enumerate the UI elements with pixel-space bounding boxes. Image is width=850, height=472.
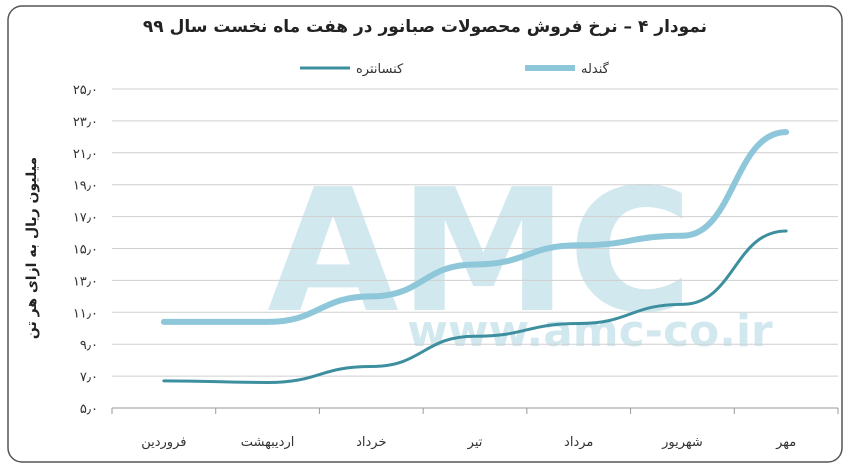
y-tick-label: ۷٫۰ <box>80 370 98 385</box>
watermark-url: www.amc-co.ir <box>407 306 773 357</box>
y-tick-label: ۱۱٫۰ <box>73 306 98 321</box>
x-tick-label: شهریور <box>661 435 703 450</box>
x-tick-label: خرداد <box>356 435 386 450</box>
y-tick-label: ۲۳٫۰ <box>73 115 98 130</box>
series-line <box>162 229 788 384</box>
y-tick-label: ۵٫۰ <box>80 402 98 417</box>
y-tick-label: ۱۳٫۰ <box>73 274 98 289</box>
y-tick-label: ۱۵٫۰ <box>73 243 98 258</box>
x-tick-label: مرداد <box>564 435 593 450</box>
legend-label: کنسانتره <box>356 62 404 77</box>
y-tick-label: ۲۵٫۰ <box>73 83 98 98</box>
series-line <box>160 129 790 325</box>
x-tick-label: فروردین <box>141 435 186 450</box>
y-tick-label: ۱۷٫۰ <box>73 211 98 226</box>
y-tick-label: ۱۹٫۰ <box>73 179 98 194</box>
x-tick-label: تیر <box>467 435 483 450</box>
x-tick-label: مهر <box>775 435 796 450</box>
frame <box>7 5 843 463</box>
y-tick-label: ۹٫۰ <box>80 338 98 353</box>
chart-title: نمودار ۴ – نرخ فروش محصولات صبانور در هف… <box>143 17 707 37</box>
y-tick-label: ۲۱٫۰ <box>73 147 98 162</box>
x-tick-label: اردیبهشت <box>241 435 295 450</box>
legend-label: گندله <box>581 61 610 77</box>
y-axis-label: میلیون ریال به ازای هر تن <box>24 157 40 339</box>
